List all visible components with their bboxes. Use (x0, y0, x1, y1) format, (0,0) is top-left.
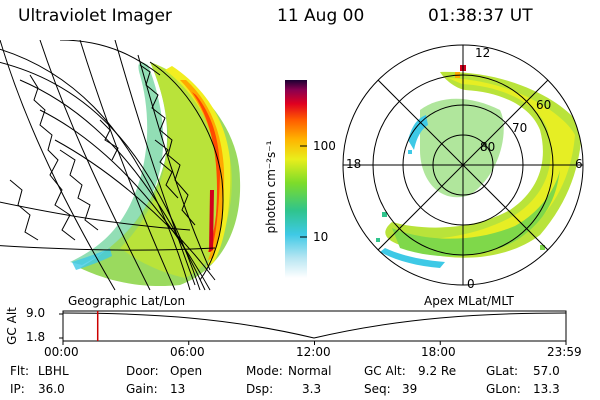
timeline-ylabel: GC Alt (5, 307, 19, 345)
timeline-ytick-9: 9.0 (26, 306, 46, 320)
glon-value: 13.3 (533, 382, 560, 396)
polar-mlt-18: 18 (346, 157, 362, 171)
timeline-plot (59, 310, 567, 345)
glon-label: GLon: (486, 382, 521, 396)
glat-label: GLat: (486, 364, 519, 378)
polar-mlt-0: 0 (467, 277, 475, 291)
polar-mlt-6: 6 (575, 157, 583, 171)
timeline-xtick-0600: 06:00 (170, 345, 205, 359)
apex-panel-label: Apex MLat/MLT (424, 294, 514, 308)
time-label: 01:38:37 UT (428, 6, 533, 26)
colorbar-tick-100: 100 (313, 139, 336, 153)
dsp-label: Dsp: (246, 382, 274, 396)
mode-value: Normal (288, 364, 332, 378)
timeline-xtick-1200: 12:00 (296, 345, 331, 359)
mode-label: Mode: (246, 364, 283, 378)
ip-value: 36.0 (38, 382, 65, 396)
timeline-xtick-2359: 23:59 (547, 345, 582, 359)
ip-label: IP: (10, 382, 25, 396)
polar-lat-70: 70 (512, 121, 528, 135)
colorbar-tick-10: 10 (313, 230, 329, 244)
filter-value: LBHL (38, 364, 69, 378)
seq-value: 39 (402, 382, 418, 396)
gain-label: Gain: (126, 382, 158, 396)
polar-lat-80: 80 (480, 140, 496, 154)
timeline-xtick-0000: 00:00 (44, 345, 79, 359)
colorbar-label: photon cm⁻²s⁻¹ (264, 140, 278, 234)
gcalt-value: 9.2 Re (418, 364, 457, 378)
instrument-title: Ultraviolet Imager (18, 6, 172, 26)
colorbar (285, 80, 307, 278)
gcalt-label: GC Alt: (364, 364, 406, 378)
filter-label: Flt: (10, 364, 29, 378)
door-value: Open (170, 364, 203, 378)
gain-value: 13 (170, 382, 186, 396)
polar-mlt-12: 12 (475, 46, 491, 60)
door-label: Door: (126, 364, 159, 378)
date-label: 11 Aug 00 (277, 6, 365, 26)
glat-value: 57.0 (533, 364, 560, 378)
polar-lat-60: 60 (536, 98, 552, 112)
dsp-value: 3.3 (302, 382, 322, 396)
geographic-image (0, 40, 241, 291)
geographic-panel-label: Geographic Lat/Lon (68, 294, 186, 308)
seq-label: Seq: (364, 382, 391, 396)
timeline-ytick-1_8: 1.8 (26, 330, 46, 344)
polar-plot (342, 44, 584, 286)
timeline-xtick-1800: 18:00 (421, 345, 456, 359)
